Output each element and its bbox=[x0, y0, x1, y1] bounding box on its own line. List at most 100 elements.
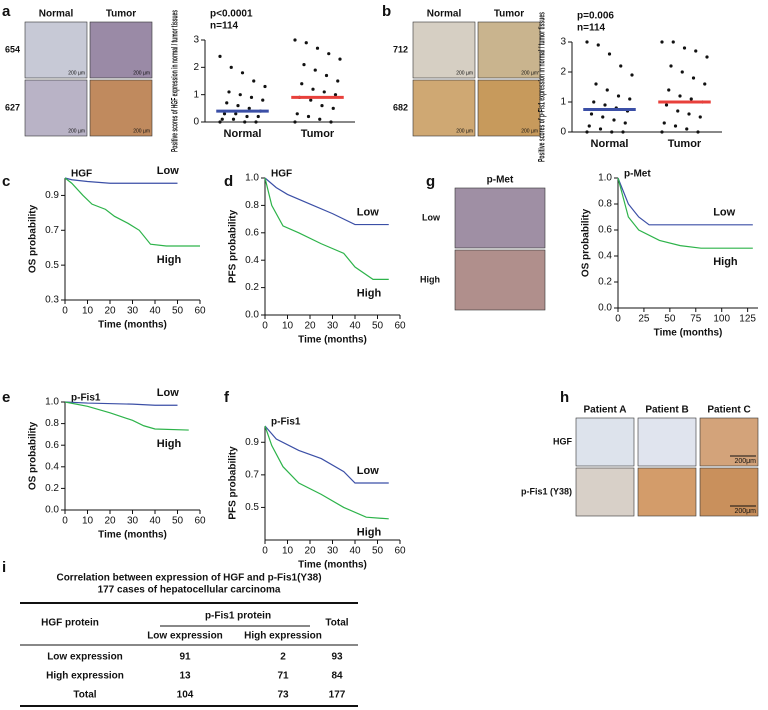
row-label: 654 bbox=[5, 44, 20, 54]
chart-title: p-Fis1 bbox=[71, 393, 101, 404]
row-label: HGF bbox=[553, 436, 573, 446]
y-tick-label: 0.6 bbox=[45, 440, 59, 451]
y-tick-label: 0 bbox=[560, 127, 566, 138]
y-axis-label: OS probability bbox=[28, 204, 39, 273]
km-curve bbox=[264, 177, 389, 280]
y-tick-label: 0.4 bbox=[598, 251, 612, 262]
annotation: p<0.0001 bbox=[210, 9, 253, 20]
annotation: n=114 bbox=[210, 21, 239, 32]
data-point bbox=[605, 88, 609, 92]
y-tick-label: 0.9 bbox=[45, 190, 59, 201]
chart-title: HGF bbox=[271, 169, 292, 180]
data-point bbox=[669, 64, 673, 68]
data-point bbox=[327, 52, 331, 56]
column-label: Patient B bbox=[645, 405, 688, 416]
header: Low expression bbox=[147, 631, 223, 642]
y-tick-label: 0.7 bbox=[45, 225, 59, 236]
y-tick-label: 0.2 bbox=[598, 277, 612, 288]
panel-label: c bbox=[2, 173, 10, 190]
x-tick-label: 0 bbox=[615, 314, 621, 325]
x-tick-label: 40 bbox=[349, 321, 361, 332]
data-point bbox=[302, 63, 306, 67]
annotation: p=0.006 bbox=[577, 11, 614, 22]
x-tick-label: 10 bbox=[82, 516, 94, 527]
x-tick-label: 60 bbox=[194, 516, 206, 527]
x-axis-label: Time (months) bbox=[654, 328, 723, 339]
data-point bbox=[313, 68, 317, 72]
km-curve bbox=[264, 425, 389, 520]
x-tick-label: 30 bbox=[127, 516, 139, 527]
data-point bbox=[585, 40, 589, 44]
x-tick-label: 30 bbox=[327, 321, 339, 332]
y-tick-label: 0.3 bbox=[45, 295, 59, 306]
data-point bbox=[676, 109, 680, 113]
data-point bbox=[247, 106, 251, 110]
y-tick-label: 1.0 bbox=[598, 173, 612, 184]
micrograph bbox=[699, 467, 759, 517]
data-point bbox=[331, 106, 335, 110]
data-point bbox=[236, 104, 240, 108]
data-point bbox=[338, 57, 342, 61]
y-tick-label: 0.9 bbox=[245, 437, 259, 448]
data-point bbox=[623, 121, 627, 125]
data-point bbox=[619, 64, 623, 68]
km-curve bbox=[264, 425, 389, 484]
x-tick-label: 0 bbox=[62, 306, 68, 317]
series-label: Low bbox=[713, 207, 735, 219]
km-curve bbox=[64, 401, 178, 406]
scale-bar: 200 µm bbox=[521, 70, 538, 76]
header: HGF protein bbox=[41, 618, 99, 629]
data-point bbox=[662, 121, 666, 125]
y-tick-label: 0.0 bbox=[245, 310, 259, 321]
header: Total bbox=[325, 618, 348, 629]
data-point bbox=[594, 82, 598, 86]
scale-bar: 200μm bbox=[734, 458, 756, 465]
y-axis-label: Positive scores of p-Fis1 expression in … bbox=[536, 12, 546, 162]
row-label: p-Fis1 (Y38) bbox=[521, 486, 572, 496]
x-tick-label: 40 bbox=[349, 546, 361, 557]
data-point bbox=[295, 112, 299, 116]
data-point bbox=[589, 112, 594, 116]
scale-bar: 200μm bbox=[734, 508, 756, 515]
y-tick-label: 0 bbox=[193, 117, 199, 128]
data-point bbox=[621, 130, 625, 134]
data-point bbox=[687, 112, 691, 116]
data-point bbox=[231, 117, 236, 121]
x-tick-label: 0 bbox=[62, 516, 68, 527]
micrograph bbox=[412, 79, 476, 137]
scale-bar: 200 µm bbox=[68, 70, 85, 76]
data-point bbox=[245, 114, 249, 119]
km-curve bbox=[64, 401, 189, 431]
cell: 71 bbox=[277, 671, 289, 682]
data-point bbox=[256, 114, 260, 119]
data-point bbox=[320, 104, 324, 108]
data-point bbox=[263, 84, 267, 89]
cell: 13 bbox=[179, 671, 191, 682]
data-point bbox=[304, 41, 308, 45]
cell: 104 bbox=[177, 690, 194, 701]
x-tick-label: Tumor bbox=[668, 138, 702, 150]
data-point bbox=[220, 117, 224, 121]
cell: 93 bbox=[331, 652, 343, 663]
column-label: Tumor bbox=[106, 9, 136, 20]
micrograph bbox=[24, 21, 88, 79]
data-point bbox=[630, 73, 634, 77]
series-label: High bbox=[157, 254, 182, 266]
x-tick-label: 20 bbox=[304, 321, 316, 332]
y-tick-label: 0.5 bbox=[45, 260, 59, 271]
y-tick-label: 0.2 bbox=[245, 282, 259, 293]
km-curve bbox=[617, 177, 753, 249]
micrograph bbox=[454, 249, 546, 311]
image-title: p-Met bbox=[487, 175, 514, 186]
x-tick-label: 20 bbox=[104, 516, 116, 527]
x-tick-label: Normal bbox=[591, 138, 629, 150]
data-point bbox=[222, 112, 227, 116]
series-label: Low bbox=[357, 465, 379, 477]
panel-label: d bbox=[224, 173, 233, 190]
series-label: Low bbox=[157, 387, 179, 399]
x-tick-label: 10 bbox=[282, 546, 294, 557]
y-tick-label: 0.8 bbox=[598, 199, 612, 210]
x-tick-label: 75 bbox=[690, 314, 702, 325]
row-label: Low bbox=[422, 212, 441, 222]
data-point bbox=[229, 65, 233, 69]
